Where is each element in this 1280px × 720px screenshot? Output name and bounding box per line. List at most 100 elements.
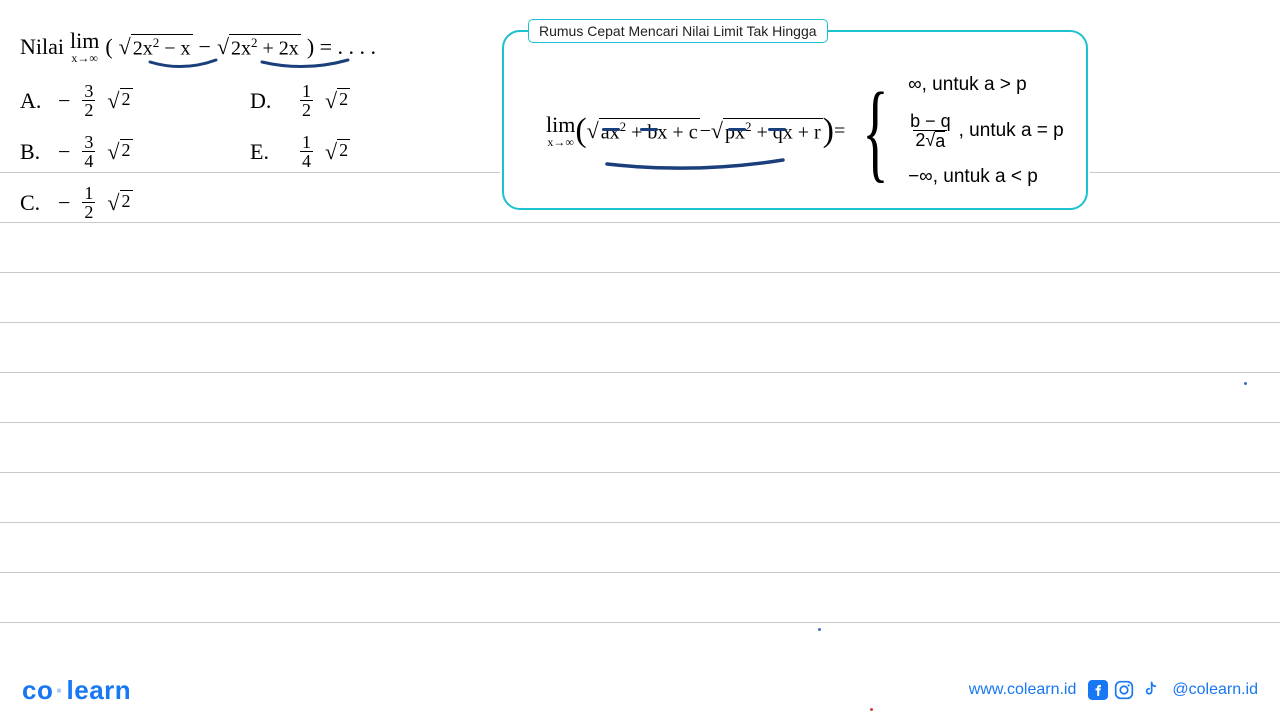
term-a: ax — [601, 121, 620, 143]
sqrt-body-2: 2x2 + 2x — [229, 34, 301, 61]
sqrt-term-2: √ 2x2 + 2x — [217, 34, 301, 61]
denominator: 2 — [300, 100, 313, 119]
radical-icon: √ — [587, 118, 599, 144]
option-d[interactable]: D. 1 2 √2 — [250, 82, 450, 119]
expr2-tail: + 2x — [258, 37, 299, 59]
option-e[interactable]: E. 1 4 √2 — [250, 133, 450, 170]
option-radical: √2 — [325, 88, 350, 114]
open-paren: ( — [105, 34, 112, 60]
option-radical: √2 — [325, 139, 350, 165]
footer-url[interactable]: www.colearn.id — [969, 681, 1077, 699]
lim-label: lim — [70, 30, 99, 52]
radical-icon: √ — [107, 190, 119, 216]
footer-handle[interactable]: @colearn.id — [1172, 681, 1258, 699]
annotation-mark — [768, 128, 786, 131]
option-label: D. — [250, 88, 276, 114]
rule-line — [1090, 172, 1280, 173]
case-fraction: b − q 2√a — [908, 112, 953, 150]
annotation-underline — [148, 58, 218, 72]
option-label: E. — [250, 139, 276, 165]
option-sign: − — [58, 88, 70, 114]
instagram-icon[interactable] — [1114, 680, 1134, 700]
denominator: 4 — [300, 151, 313, 170]
radicand: 2 — [337, 139, 350, 161]
radical-icon: √ — [107, 139, 119, 165]
annotation-mark — [640, 128, 658, 131]
term-b: + bx + c — [626, 121, 697, 143]
fraction: 3 2 — [82, 82, 95, 119]
numerator: 1 — [300, 133, 313, 151]
logo-separator: · — [55, 675, 64, 705]
footer-right: www.colearn.id @colearn.id — [969, 680, 1258, 700]
lim-subscript: x→∞ — [547, 136, 574, 148]
radical-icon: √ — [119, 34, 131, 60]
formula-limit: lim x→∞ — [546, 114, 575, 148]
brace-icon: { — [862, 76, 888, 186]
radical-icon: √ — [325, 139, 337, 165]
question-suffix: ) = . . . . — [307, 34, 376, 60]
option-radical: √2 — [107, 190, 132, 216]
rule-line — [0, 422, 1280, 423]
tiktok-icon[interactable] — [1140, 680, 1160, 700]
rule-line — [0, 622, 1280, 623]
denominator: 4 — [82, 151, 95, 170]
minus-sign: − — [199, 34, 211, 60]
formula-sqrt-1: √ ax2 + bx + c — [587, 118, 700, 145]
fraction: 3 4 — [82, 133, 95, 170]
expr1-inner: 2x — [133, 37, 153, 59]
rule-line — [0, 572, 1280, 573]
option-label: B. — [20, 139, 46, 165]
radical-icon: √ — [325, 88, 337, 114]
formula-box: Rumus Cepat Mencari Nilai Limit Tak Hing… — [502, 30, 1088, 210]
den-coefficient: 2 — [915, 130, 925, 150]
fraction: 1 4 — [300, 133, 313, 170]
fraction: 1 2 — [300, 82, 313, 119]
rule-line — [0, 472, 1280, 473]
radicand: 2 — [337, 88, 350, 110]
numerator: 3 — [82, 133, 95, 151]
limit-notation: lim x→∞ — [70, 30, 99, 64]
open-paren: ( — [575, 112, 586, 150]
option-radical: √2 — [107, 88, 132, 114]
expr2-inner: 2x — [231, 37, 251, 59]
stray-dot — [1244, 382, 1247, 385]
fraction: 1 2 — [82, 184, 95, 221]
close-paren: ) — [823, 112, 834, 150]
radical-icon: √ — [711, 118, 723, 144]
case-condition: , untuk a = p — [959, 120, 1064, 142]
formula-title: Rumus Cepat Mencari Nilai Limit Tak Hing… — [528, 19, 828, 43]
formula-sqrt-body-2: px2 + qx + r — [723, 118, 823, 145]
radicand: 2 — [120, 88, 133, 110]
rule-line — [0, 272, 1280, 273]
option-c[interactable]: C. − 1 2 √2 — [20, 184, 220, 221]
case-greater: ∞, untuk a > p — [908, 74, 1064, 96]
sqrt-term-1: √ 2x2 − x — [119, 34, 193, 61]
stray-dot — [818, 628, 821, 631]
minus-sign: − — [700, 120, 711, 143]
numerator: b − q — [908, 112, 953, 130]
expr1-tail: − x — [159, 37, 190, 59]
option-sign: − — [58, 139, 70, 165]
radical-icon: √ — [107, 88, 119, 114]
social-icons — [1088, 680, 1160, 700]
rule-line — [0, 172, 500, 173]
footer: co·learn www.colearn.id @colearn.id — [0, 660, 1280, 720]
rule-line — [0, 322, 1280, 323]
annotation-underline — [605, 158, 785, 172]
option-sign: − — [58, 190, 70, 216]
option-a[interactable]: A. − 3 2 √2 — [20, 82, 220, 119]
rule-line — [0, 372, 1280, 373]
radical-icon: √ — [925, 131, 935, 149]
radicand: 2 — [120, 139, 133, 161]
options-grid: A. − 3 2 √2 D. 1 2 √2 B. − — [20, 82, 480, 221]
option-b[interactable]: B. − 3 4 √2 — [20, 133, 220, 170]
annotation-mark — [728, 128, 746, 131]
option-radical: √2 — [107, 139, 132, 165]
rule-line — [0, 222, 1280, 223]
annotation-mark — [602, 128, 620, 131]
case-less: −∞, untuk a < p — [908, 166, 1064, 188]
option-label: C. — [20, 190, 46, 216]
annotation-underline — [260, 58, 350, 72]
facebook-icon[interactable] — [1088, 680, 1108, 700]
term-p: px — [725, 121, 745, 143]
